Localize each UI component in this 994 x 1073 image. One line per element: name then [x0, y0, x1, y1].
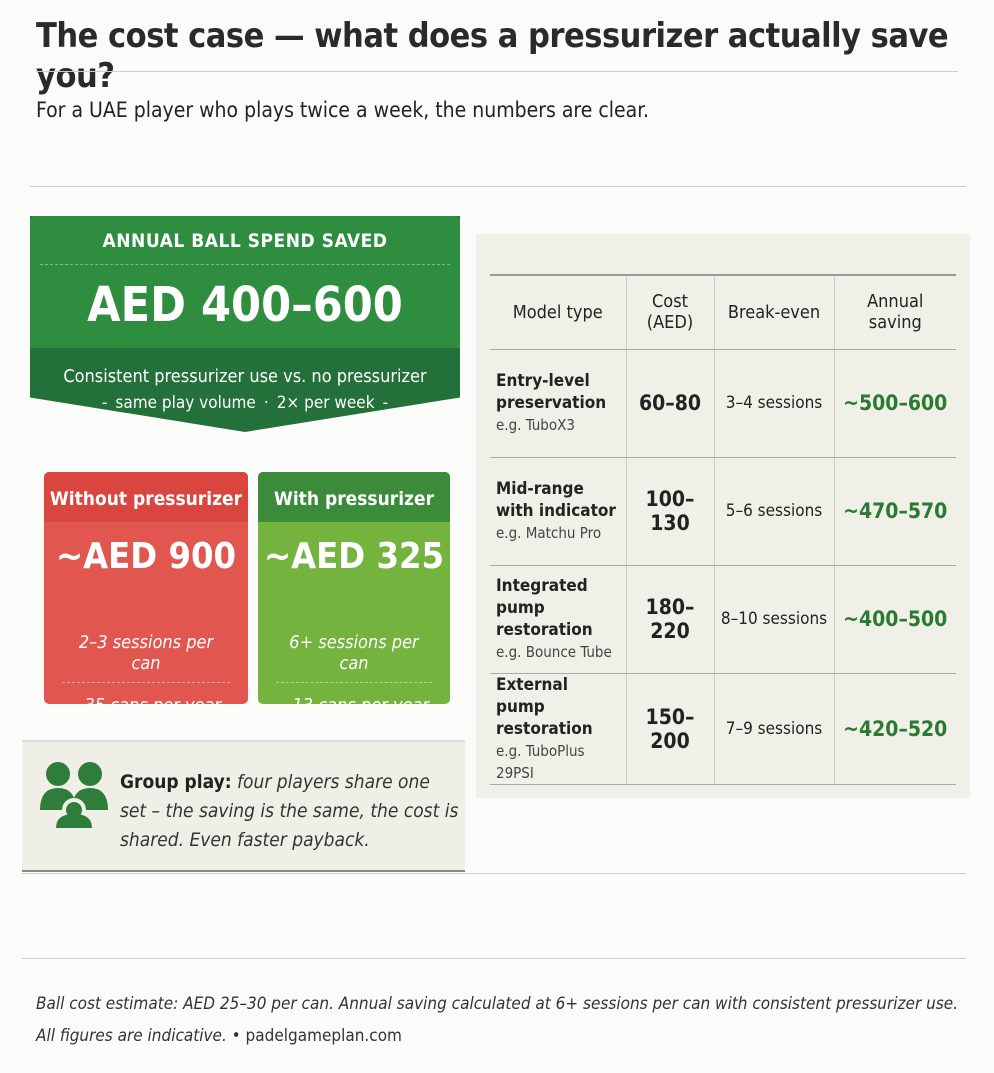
card-with: With pressurizer ~AED 325 6+ sessions pe…: [258, 472, 450, 704]
model-name: Entry-level preservation: [496, 371, 607, 413]
table-row: Entry-level preservation e.g. TuboX3 60–80…: [490, 349, 956, 458]
model-example: e.g. Bounce Tube: [496, 643, 612, 661]
rule: [22, 958, 966, 959]
model-cell: External pump restoration e.g. TuboPlus 2…: [490, 673, 626, 785]
card-detail: ~35 cans per year: [62, 683, 230, 704]
summary-conditions: same play volume2× per week: [30, 393, 460, 413]
summary-amount: AED 400–600: [87, 277, 403, 333]
card-detail: ~13 cans per year: [276, 683, 432, 704]
card-cost: ~AED 900: [55, 536, 237, 577]
group-text: four players share one set – the saving …: [120, 771, 459, 851]
condition: same play volume: [115, 393, 256, 413]
table-panel: Model type Cost (AED) Break-even Annual …: [476, 234, 970, 798]
saving-cell: ~470–570: [833, 457, 956, 566]
model-name: External pump restoration: [496, 674, 593, 739]
model-name: Integrated pump restoration: [496, 576, 593, 640]
card-without: Without pressurizer ~AED 900 2–3 session…: [44, 472, 248, 704]
summary-label: ANNUAL BALL SPEND SAVED: [40, 216, 450, 265]
model-cell: Mid-range with indicator e.g. Matchu Pro: [490, 457, 626, 566]
cost-cell: 100–130: [625, 457, 714, 566]
table-row: External pump restoration e.g. TuboPlus 2…: [490, 673, 956, 785]
rule: [30, 186, 966, 187]
table-row: Integrated pump restoration e.g. Bounce T…: [490, 565, 956, 674]
cost-cell: 60–80: [625, 349, 714, 458]
card-detail: 6+ sessions per can: [276, 624, 432, 683]
card-title: With pressurizer: [258, 472, 450, 522]
model-example: e.g. Matchu Pro: [496, 524, 602, 542]
rule: [22, 873, 966, 874]
condition: 2× per week: [256, 393, 375, 413]
table: Model type Cost (AED) Break-even Annual …: [490, 274, 956, 785]
model-name: Mid-range with indicator: [496, 479, 616, 521]
title: The cost case — what does a pressurizer …: [36, 16, 949, 96]
model-example: e.g. TuboX3: [496, 416, 575, 434]
column-header: Break-even: [713, 275, 834, 350]
people-icon: [40, 762, 108, 828]
saving-cell: ~500–600: [833, 349, 956, 458]
saving-cell: ~420–520: [833, 673, 956, 785]
footer: Ball cost estimate: AED 25–30 per can. A…: [36, 988, 966, 1052]
table-row: Mid-range with indicator e.g. Matchu Pro 1…: [490, 457, 956, 566]
model-cell: Integrated pump restoration e.g. Bounce T…: [490, 565, 626, 674]
card-cost: ~AED 325: [263, 536, 445, 577]
card-title: Without pressurizer: [44, 472, 248, 522]
saving-cell: ~400–500: [833, 565, 956, 674]
summary-basis: Consistent pressurizer use vs. no pressu…: [63, 366, 427, 387]
card-detail: 2–3 sessions per can: [62, 624, 230, 683]
break-even-cell: 7–9 sessions: [713, 673, 834, 785]
column-header: Annual saving: [833, 275, 956, 350]
summary-banner: ANNUAL BALL SPEND SAVED AED 400–600 Cons…: [30, 216, 460, 432]
break-even-cell: 5–6 sessions: [713, 457, 834, 566]
rule: [36, 71, 958, 72]
column-header: Model type: [490, 275, 626, 350]
footer-note: Ball cost estimate: AED 25–30 per can. A…: [36, 994, 959, 1046]
model-example: e.g. TuboPlus 29PSI: [496, 741, 585, 782]
column-header: Cost (AED): [625, 275, 714, 350]
break-even-cell: 3–4 sessions: [713, 349, 834, 458]
footer-source: padelgameplan.com: [232, 1026, 402, 1046]
group-play: Group play: four players share one set –…: [22, 740, 465, 872]
cost-cell: 180–220: [625, 565, 714, 674]
group-lead: Group play:: [120, 771, 232, 793]
intro: For a UAE player who plays twice a week,…: [36, 98, 650, 122]
cost-cell: 150–200: [625, 673, 714, 785]
break-even-cell: 8–10 sessions: [713, 565, 834, 674]
model-cell: Entry-level preservation e.g. TuboX3: [490, 349, 626, 458]
